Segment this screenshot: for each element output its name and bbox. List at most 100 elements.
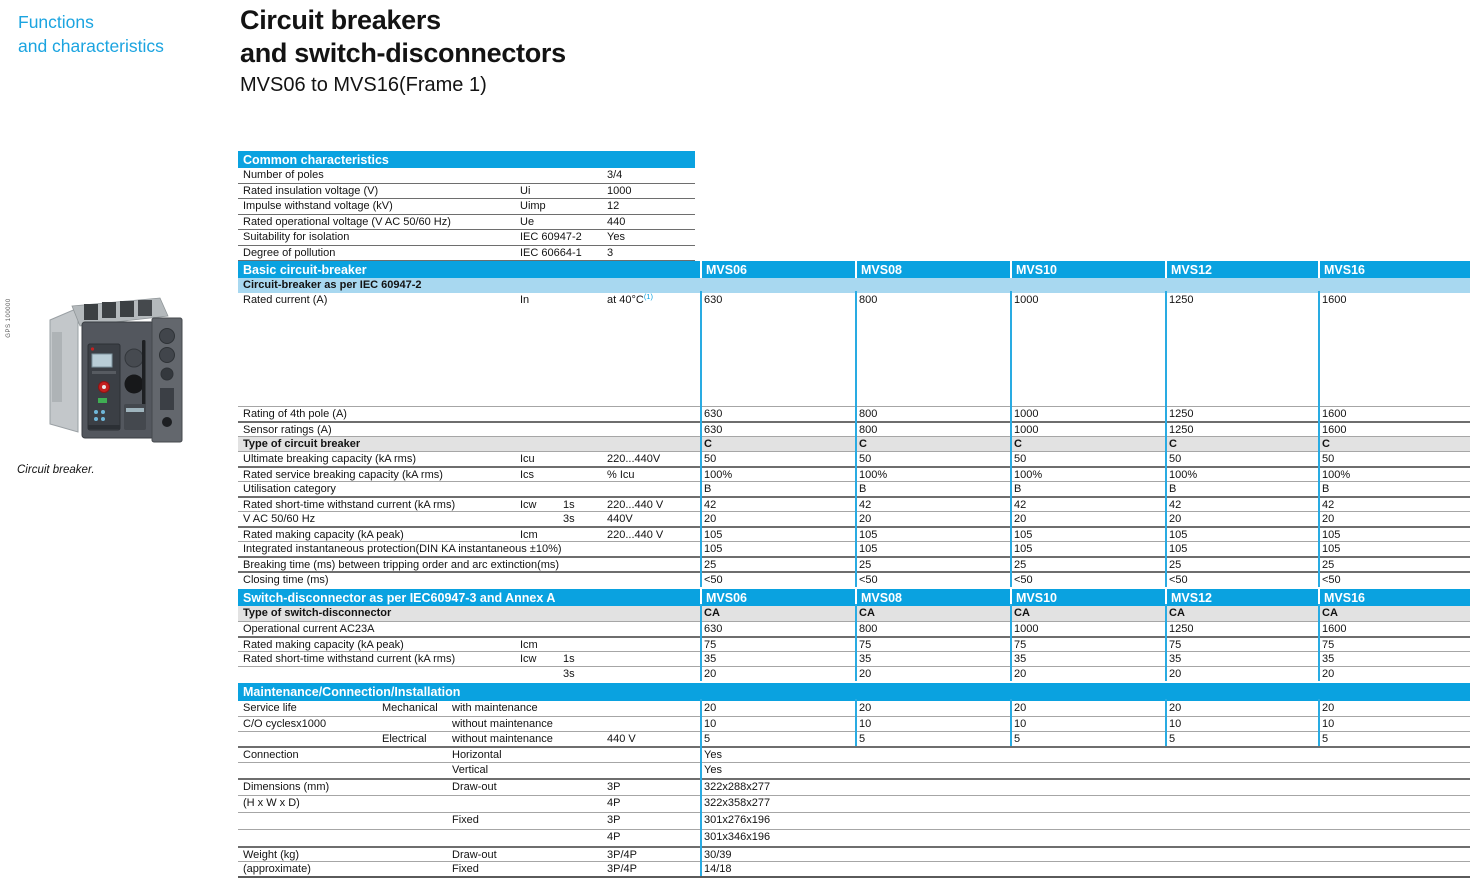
row-value: C — [704, 438, 712, 450]
column-separator — [1318, 510, 1320, 526]
model-column-gap — [1165, 589, 1167, 606]
row-value: 35 — [859, 653, 872, 665]
column-separator — [855, 466, 857, 481]
row-value: 20 — [704, 513, 717, 525]
model-column-header: MVS06 — [706, 262, 747, 277]
column-separator — [1318, 421, 1320, 436]
subsection-band: Circuit-breaker as per IEC 60947-2 — [238, 278, 1470, 293]
column-separator — [1165, 636, 1167, 651]
section: Basic circuit-breaker MVS06 MVS08 MVS10 MVS1… — [238, 261, 1470, 587]
column-separator — [1010, 604, 1012, 621]
photo-credit: GPS 100000 — [6, 298, 12, 338]
row-value: <50 — [704, 574, 723, 586]
column-separator — [855, 291, 857, 406]
row-label: Rating of 4th pole (A) — [243, 408, 347, 420]
row-sublabel: without maintenance — [452, 718, 553, 730]
row-value: 35 — [1322, 653, 1335, 665]
row-value: 35 — [704, 653, 717, 665]
column-separator — [1010, 571, 1012, 587]
column-separator — [855, 571, 857, 587]
row-value: 105 — [1169, 543, 1188, 555]
column-separator — [700, 526, 702, 541]
row-value: 630 — [704, 408, 723, 420]
row-value: 75 — [1014, 639, 1027, 651]
section-header: Switch-disconnector as per IEC60947-3 an… — [238, 589, 1470, 606]
model-column-header: MVS12 — [1171, 262, 1212, 277]
table-row: (approximate) Fixed 3P/4P 14/18 — [238, 860, 1470, 876]
section-title: Switch-disconnector as per IEC60947-3 an… — [243, 590, 556, 605]
specification-table: Common characteristics Number of poles 3/4… — [238, 151, 1470, 878]
row-value: 800 — [859, 408, 878, 420]
row-label: Dimensions (mm) — [243, 781, 330, 793]
column-separator — [1318, 435, 1320, 451]
row-label: Rated insulation voltage (V) — [243, 184, 379, 197]
table-row: Fixed 3P 301x276x196 — [238, 811, 1470, 829]
column-separator — [1318, 636, 1320, 651]
row-value: <50 — [1322, 574, 1341, 586]
row-value: B — [859, 483, 867, 495]
model-column-header: MVS08 — [861, 262, 902, 277]
column-separator — [855, 496, 857, 511]
column-separator — [1165, 620, 1167, 636]
column-separator — [700, 778, 702, 795]
row-condition: 440V — [607, 513, 633, 525]
table-row: 4P 301x346x196 — [238, 828, 1470, 846]
table-row: Integrated instantaneous protection(DIN … — [238, 540, 1470, 556]
column-separator — [1010, 556, 1012, 571]
row-value: 800 — [859, 424, 878, 436]
row-sublabel: Vertical — [452, 764, 489, 776]
table-row: Rated operational voltage (V AC 50/60 Hz… — [238, 214, 695, 230]
column-separator — [700, 665, 702, 681]
column-separator — [1318, 571, 1320, 587]
table-row: Suitability for isolation IEC 60947-2 Yes — [238, 230, 695, 246]
row-label: Rated current (A) — [243, 294, 328, 306]
row-value: 105 — [1014, 543, 1033, 555]
row-symbol: Ics — [520, 469, 535, 481]
row-condition: 4P — [607, 831, 621, 843]
row-value: 75 — [859, 639, 872, 651]
column-separator — [1318, 480, 1320, 496]
section-title: Maintenance/Connection/Installation — [243, 685, 461, 699]
row-condition: 3P/4P — [607, 849, 637, 861]
row-value: 20 — [1014, 513, 1027, 525]
table-row: Operational current AC23A 630 800 1000 1250 1… — [238, 620, 1470, 636]
table-row: Rated insulation voltage (V) Ui 1000 — [238, 183, 695, 199]
row-value: 5 — [704, 733, 711, 745]
row-label: Rated short-time withstand current (kA r… — [243, 653, 456, 665]
row-value: 10 — [1014, 718, 1027, 730]
column-separator — [855, 604, 857, 621]
row-label: Impulse withstand voltage (kV) — [243, 200, 393, 212]
column-separator — [1010, 480, 1012, 496]
table-row: Number of poles 3/4 — [238, 168, 695, 184]
row-value: 105 — [704, 543, 723, 555]
column-separator — [700, 715, 702, 731]
column-separator — [1165, 571, 1167, 587]
table-row: Ultimate breaking capacity (kA rms) Icu 22… — [238, 450, 1470, 466]
column-separator — [1010, 496, 1012, 511]
row-label: Sensor ratings (A) — [243, 424, 332, 436]
column-separator — [1318, 450, 1320, 466]
row-value-span: Yes — [704, 749, 722, 761]
row-value: 100% — [1014, 469, 1043, 481]
model-column-header: MVS16 — [1324, 262, 1365, 277]
table-row: Dimensions (mm) Draw-out 3P 322x288x277 — [238, 778, 1470, 795]
column-separator — [855, 526, 857, 541]
column-separator — [1010, 699, 1012, 716]
column-separator — [855, 636, 857, 651]
row-label: Ultimate breaking capacity (kA rms) — [243, 453, 416, 465]
column-separator — [1010, 730, 1012, 746]
row-value: 75 — [704, 639, 717, 651]
row-symbol: Icw — [520, 653, 537, 665]
row-value: 10 — [859, 718, 872, 730]
column-separator — [855, 650, 857, 666]
column-separator — [700, 846, 702, 861]
column-separator — [855, 715, 857, 731]
column-separator — [1165, 510, 1167, 526]
table-row: (H x W x D) 4P 322x358x277 — [238, 794, 1470, 812]
row-symbol: Uimp — [520, 200, 546, 212]
row-value: B — [1014, 483, 1022, 495]
column-separator — [1165, 421, 1167, 436]
row-value: 35 — [1014, 653, 1027, 665]
table-row: Service life Mechanical with maintenance 20… — [238, 699, 1470, 716]
row-value: 20 — [859, 702, 872, 714]
